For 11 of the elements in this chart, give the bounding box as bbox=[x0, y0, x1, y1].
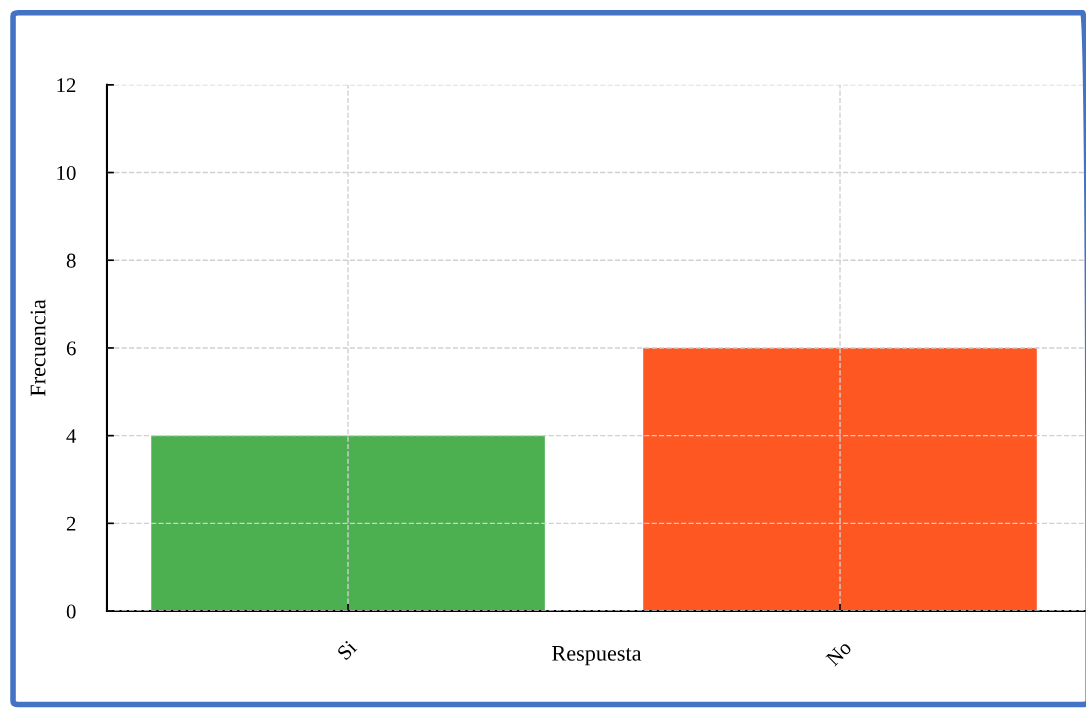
y-tick-label: 12 bbox=[57, 78, 76, 93]
y-tick-label: 0 bbox=[66, 604, 76, 619]
y-tick-label: 4 bbox=[66, 429, 77, 443]
x-axis-title: Respuesta bbox=[552, 646, 642, 666]
y-tick-label: 6 bbox=[66, 341, 76, 356]
y-tick-label: 2 bbox=[66, 516, 76, 531]
x-tick-label: No bbox=[825, 639, 853, 667]
y-tick-label: 8 bbox=[66, 253, 76, 268]
x-tick-label: Si bbox=[336, 639, 358, 661]
y-axis-title: Frecuencia bbox=[30, 299, 46, 397]
y-tick-label: 10 bbox=[57, 165, 76, 180]
